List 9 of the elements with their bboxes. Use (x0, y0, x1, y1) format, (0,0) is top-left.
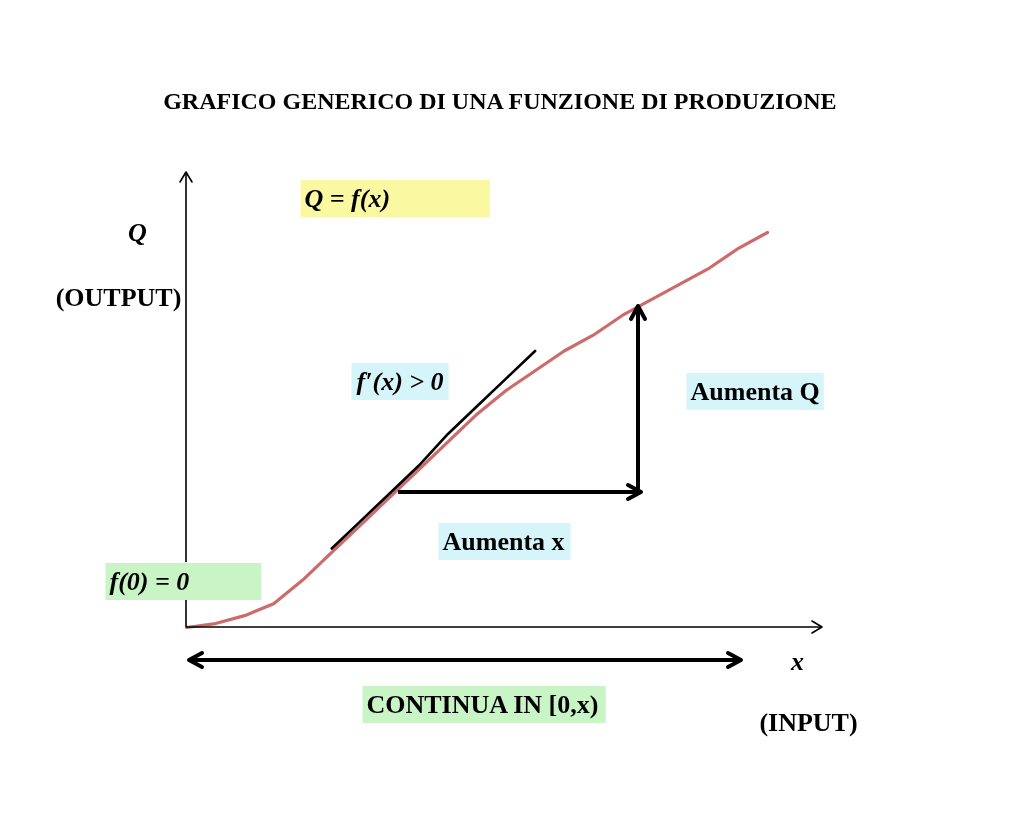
text: Q (OUTPUT) (55, 218, 182, 312)
annotation: f′(x) > 0 (356, 367, 444, 396)
annotation: f(0) = 0 (109, 567, 190, 596)
annotation: Aumenta Q (690, 377, 820, 406)
text: CONTINUA IN [0,x) (366, 690, 599, 719)
text: x (INPUT) (759, 647, 858, 737)
chart-title: GRAFICO GENERICO DI UNA FUNZIONE DI PRODUZIONE (163, 87, 837, 114)
text: Q = f(x) (304, 184, 391, 213)
annotation: Aumenta x (442, 527, 565, 556)
